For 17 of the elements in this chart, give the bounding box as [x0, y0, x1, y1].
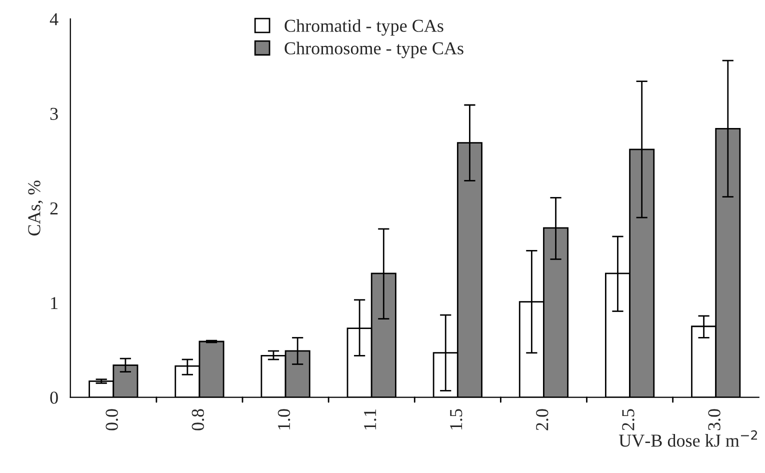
x-axis-title: UV-B dose kJ m$^{−2}$: [618, 430, 757, 447]
y-tick-label: 1: [51, 297, 58, 309]
x-tick-label: 0.8: [192, 409, 204, 430]
x-tick-label: 2.0: [536, 409, 548, 430]
y-tick-label: 2: [50, 202, 58, 214]
y-axis-title: CAs, %: [28, 180, 43, 236]
x-tick-label: 1.0: [278, 409, 290, 430]
x-tick-label: 3.0: [708, 409, 720, 430]
legend-label: Chromosome - type CAs: [284, 42, 464, 58]
y-tick-label: 3: [50, 108, 58, 120]
x-tick-label: 1.5: [450, 409, 462, 430]
x-tick-label: 1.1: [364, 410, 376, 430]
x-tick-label: 2.5: [622, 409, 634, 430]
y-tick-label: 0: [50, 392, 58, 404]
legend-label: Chromatid - type CAs: [284, 19, 444, 36]
x-tick-label: 0.0: [106, 409, 118, 430]
y-tick-label: 4: [50, 13, 58, 26]
